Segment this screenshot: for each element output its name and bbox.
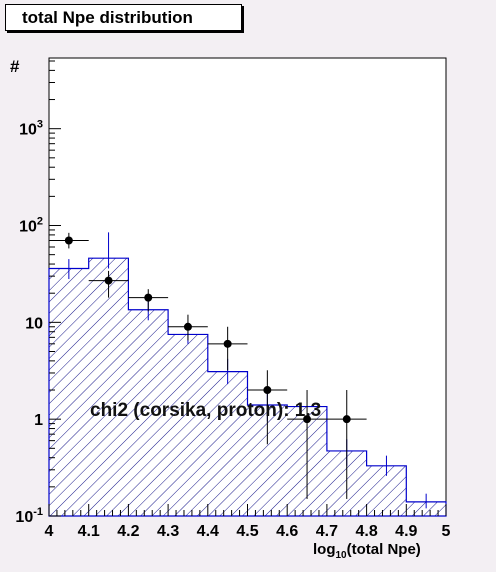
- y-tick-base: 10: [25, 315, 43, 332]
- y-tick-exponent: 2: [37, 216, 43, 228]
- data-point: [183, 322, 192, 331]
- data-points-layer: [49, 232, 367, 499]
- x-tick-label: 4.7: [316, 523, 338, 540]
- x-axis-label-rest: (total Npe): [347, 541, 421, 558]
- data-point: [342, 415, 351, 424]
- y-tick-label: 102: [19, 216, 43, 236]
- data-point: [104, 276, 113, 285]
- chi2-annotation: chi2 (corsika, proton): 1.3: [90, 400, 321, 421]
- x-tick-label: 4.4: [197, 523, 219, 540]
- x-tick-label: 4.6: [276, 523, 298, 540]
- data-point: [263, 386, 272, 395]
- x-tick-label: 4.1: [78, 523, 100, 540]
- x-tick-label: 4: [45, 523, 54, 540]
- data-point: [64, 236, 73, 245]
- x-tick-label: 4.8: [355, 523, 377, 540]
- x-tick-label: 4.3: [157, 523, 179, 540]
- x-tick-label: 4.5: [236, 523, 258, 540]
- x-tick-label: 4.2: [117, 523, 139, 540]
- x-axis-label-sub: 10: [336, 550, 348, 561]
- y-tick-base: 10: [19, 219, 37, 236]
- y-tick-base: 1: [34, 412, 43, 429]
- data-point: [144, 293, 153, 302]
- y-tick-exponent: -1: [33, 506, 43, 518]
- y-tick-label: 103: [19, 119, 43, 139]
- axes-layer: 4 4.1 4.2 4.3 4.4 4.5 4.6 4.7 4.8 4.9 510-11101021…: [15, 60, 451, 540]
- y-tick-label: 10: [25, 315, 43, 332]
- x-axis-label: log10(total Npe): [313, 541, 421, 561]
- x-axis-label-log: log: [313, 541, 336, 558]
- data-point: [303, 415, 312, 424]
- x-tick-label: 4.9: [395, 523, 417, 540]
- y-tick-label: 1: [34, 412, 43, 429]
- y-axis-label: #: [10, 57, 20, 76]
- chart-title: total Npe distribution: [5, 4, 242, 31]
- y-tick-base: 10: [19, 122, 37, 139]
- y-tick-label: 10-1: [15, 506, 43, 526]
- y-tick-exponent: 3: [37, 119, 43, 131]
- x-tick-label: 5: [442, 523, 451, 540]
- y-tick-base: 10: [15, 509, 33, 526]
- data-point: [223, 339, 232, 348]
